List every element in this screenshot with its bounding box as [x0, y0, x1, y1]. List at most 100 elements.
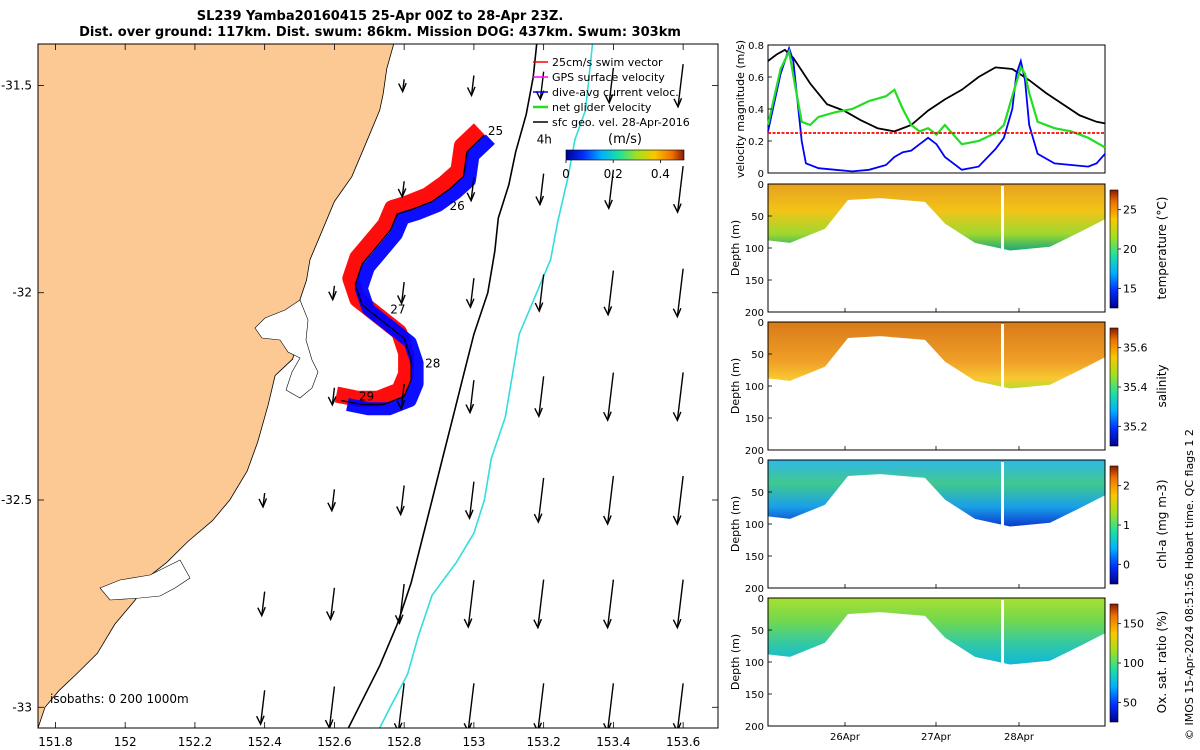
y-tick-label: -31.5 [1, 78, 32, 92]
section-colorbar [1109, 189, 1119, 309]
geo-velocity-arrow [602, 475, 615, 526]
geo-velocity-arrow [466, 75, 476, 98]
colorbar-tick-label: 0 [562, 167, 570, 181]
geo-velocity-arrow [396, 485, 405, 517]
map-legend: 25cm/s swim vector GPS surface velocity … [533, 56, 690, 181]
data-gap [1001, 186, 1004, 250]
geo-velocity-arrow [327, 489, 336, 513]
geo-velocity-arrow [396, 281, 406, 306]
y-tick-label: -32.5 [1, 493, 32, 507]
colorbar-label: chl-a (mg m-3) [1155, 479, 1169, 568]
section-data-field [768, 460, 1105, 527]
colorbar-tick-label: 0.4 [651, 167, 670, 181]
geo-velocity-arrow [465, 380, 475, 415]
geo-velocity-arrow [327, 387, 337, 407]
day-label: 27 [390, 302, 405, 316]
y-tick-label: 50 [751, 626, 764, 637]
legend-sfc-geo: sfc geo. vel. 28-Apr-2016 [533, 116, 690, 129]
section-ylabel: Depth (m) [729, 634, 742, 690]
geo-velocity-arrow [533, 477, 545, 524]
geo-velocity-arrow [533, 579, 545, 630]
y-tick-label: 0 [758, 169, 764, 180]
x-tick-label: 152 [114, 735, 137, 749]
y-tick-label: 100 [745, 382, 764, 393]
colorbar-tick-label: 0.2 [604, 167, 623, 181]
colorbar-tick-label: 150 [1123, 618, 1144, 631]
colorbar-tick-label: 1 [1123, 519, 1130, 532]
legend-swim-vector-label: 25cm/s swim vector [552, 56, 663, 69]
section-colorbar [1109, 465, 1119, 585]
colorbar-unit-label: (m/s) [608, 132, 642, 147]
geo-velocity-arrow [533, 683, 545, 728]
swim-vector-band [334, 123, 485, 407]
colorbar-tick-label: 2 [1123, 480, 1130, 493]
legend-swim-vector: 25cm/s swim vector [533, 56, 663, 69]
geo-velocity-arrow [258, 493, 268, 509]
legend-net-glider-label: net glider velocity [552, 101, 652, 114]
depth-section-panel: 0 50 100 150 200 Depth (m) 15 20 25 temperature (… [729, 180, 1169, 319]
map-axis-ticks: 151.8 152 152.2 152.4 152.6 152.8 153 153.2 153.… [1, 44, 718, 749]
legend-gps-velocity: GPS surface velocity [533, 71, 665, 84]
colorbar-tick-label: 35.4 [1123, 381, 1148, 394]
x-tick-label: 152.6 [317, 735, 351, 749]
colorbar-tick-label: 50 [1123, 696, 1137, 709]
geo-velocity-arrow [672, 683, 684, 728]
map-frame [37, 43, 719, 729]
geo-velocity-arrow [603, 270, 615, 317]
geo-velocity-arrow [255, 690, 266, 726]
land-area [38, 44, 395, 728]
section-data-field [768, 184, 1105, 251]
y-tick-label: 0.6 [748, 73, 764, 84]
geo-velocity-arrow [324, 686, 336, 728]
y-tick-label: 150 [745, 690, 764, 701]
velocity-magnitude-panel: 0 0.2 0.4 0.6 0.8 velocity magnitude (m/s) [734, 40, 1106, 180]
depth-section-panel: 0 50 100 150 200 Depth (m) 35.2 35.4 35.6 salinit… [729, 318, 1169, 457]
legend-dive-avg-current: dive-avg current veloc. [533, 86, 679, 99]
y-tick-label: 0 [758, 318, 764, 329]
y-tick-label: 200 [745, 722, 764, 733]
geo-velocity-arrow [672, 165, 684, 214]
isobath-1000m [378, 44, 594, 728]
y-tick-label: 100 [745, 520, 764, 531]
y-tick-label: 50 [751, 350, 764, 361]
map-panel: 25 4h 26 27 28 29 151.8 152 152.2 152.4 152.6 152.… [1, 43, 719, 749]
y-tick-label: 0 [758, 456, 764, 467]
geo-velocity-arrow [603, 372, 615, 422]
y-tick-label: 50 [751, 488, 764, 499]
data-gap [1001, 324, 1004, 388]
x-tick-label: 153 [462, 735, 485, 749]
legend-net-glider: net glider velocity [533, 101, 652, 114]
estuary-shape [99, 559, 191, 601]
geo-velocity-arrow [604, 67, 615, 105]
geo-velocity-arrow [325, 587, 336, 622]
day-label: 28 [425, 356, 440, 370]
y-tick-label: 50 [751, 212, 764, 223]
geo-velocity-arrow [463, 683, 475, 728]
velocity-series-line [766, 47, 1106, 149]
x-tick-label: 153.4 [596, 735, 630, 749]
day-label: 26 [449, 199, 464, 213]
y-tick-label: 0.4 [748, 105, 764, 116]
section-ylabel: Depth (m) [729, 358, 742, 414]
geo-velocity-arrow [602, 683, 615, 728]
geo-velocity-arrow [535, 71, 545, 101]
geo-velocity-arrow [672, 475, 684, 526]
y-tick-label: 200 [745, 308, 764, 319]
geo-velocity-arrow [393, 683, 405, 728]
y-tick-label: -33 [12, 700, 32, 714]
legend-dive-avg-current-label: dive-avg current veloc. [552, 86, 679, 99]
geo-velocity-arrow [398, 79, 407, 94]
legend-gps-velocity-label: GPS surface velocity [552, 71, 665, 84]
section-colorbar [1109, 327, 1119, 447]
section-data-field [768, 598, 1105, 665]
geo-velocity-arrow [535, 173, 545, 207]
geo-velocity-arrow [464, 481, 475, 520]
depth-section-panel: 0 50 100 150 200 Depth (m) 0 1 2 chl-a (mg m-3) [729, 456, 1169, 595]
y-tick-label: 0.2 [748, 137, 764, 148]
geo-velocity-arrow [328, 285, 337, 302]
x-tick-label: 153.6 [666, 735, 700, 749]
geo-velocity-arrow [604, 169, 615, 211]
velocity-axis-ticks: 0 0.2 0.4 0.6 0.8 [748, 41, 772, 180]
